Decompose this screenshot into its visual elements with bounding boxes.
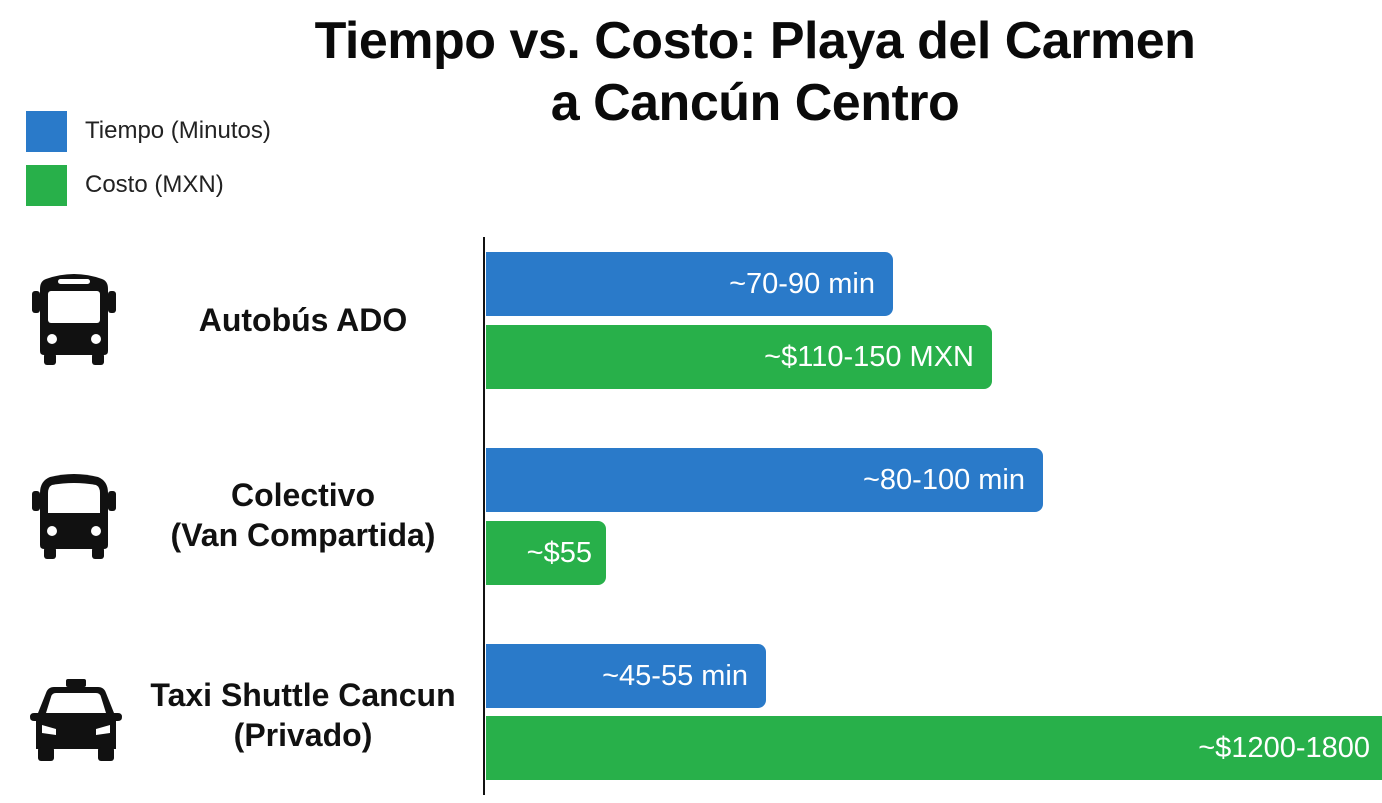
- legend-item-tiempo: Tiempo (Minutos): [26, 104, 271, 158]
- bar-value-label: ~80-100 min: [862, 463, 1025, 496]
- legend: Tiempo (Minutos) Costo (MXN): [26, 104, 271, 212]
- category-label: Taxi Shuttle Cancun (Privado): [150, 677, 456, 753]
- bar-value-label: ~$110-150 MXN: [764, 340, 974, 373]
- y-axis-line: [483, 237, 485, 795]
- legend-swatch-costo: [26, 164, 67, 206]
- category-taxi-shuttle: Taxi Shuttle Cancun (Privado): [0, 645, 484, 795]
- bar-tiempo-taxi: ~45-55 min: [486, 644, 766, 708]
- chart-title-line-2: a Cancún Centro: [550, 74, 960, 132]
- legend-swatch-tiempo: [26, 110, 67, 152]
- legend-item-costo: Costo (MXN): [26, 158, 271, 212]
- category-colectivo: Colectivo (Van Compartida): [0, 445, 484, 595]
- bar-tiempo-autobus: ~70-90 min: [486, 252, 893, 316]
- chart-title-line-1: Tiempo vs. Costo: Playa del Carmen: [314, 12, 1196, 70]
- legend-label-costo: Costo (MXN): [85, 171, 224, 198]
- bar-value-label: ~$1200-1800: [1198, 731, 1370, 764]
- taxi-icon: [30, 679, 122, 761]
- bar-tiempo-colectivo: ~80-100 min: [486, 448, 1043, 512]
- bar-costo-taxi: ~$1200-1800: [486, 716, 1382, 780]
- legend-label-tiempo: Tiempo (Minutos): [85, 117, 271, 144]
- bar-costo-autobus: ~$110-150 MXN: [486, 325, 992, 389]
- van-icon: [32, 474, 116, 559]
- bar-costo-colectivo: ~$55: [486, 521, 606, 585]
- bar-value-label: ~45-55 min: [602, 659, 748, 692]
- bar-value-label: ~70-90 min: [729, 267, 875, 300]
- bar-value-label: ~$55: [526, 536, 592, 569]
- category-autobus-ado: Autobús ADO: [0, 245, 484, 395]
- bus-icon: [32, 274, 116, 365]
- chart-title: Tiempo vs. Costo: Playa del Carmen a Can…: [200, 10, 1310, 134]
- category-label: Colectivo (Van Compartida): [170, 477, 436, 553]
- category-label: Autobús ADO: [198, 302, 408, 338]
